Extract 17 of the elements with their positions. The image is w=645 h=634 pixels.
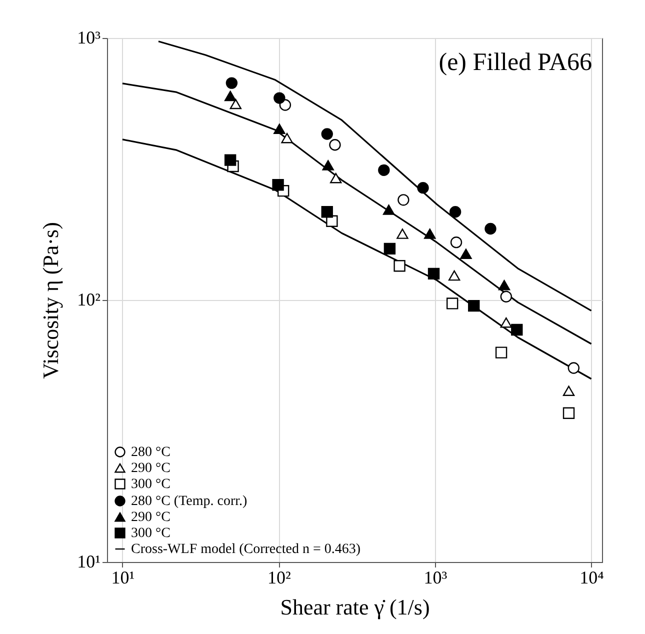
x-tick-label: 10¹ bbox=[111, 568, 135, 588]
y-tick-label: 10² bbox=[77, 290, 100, 310]
y-tick-label: 10¹ bbox=[77, 552, 100, 572]
legend-label: Cross-WLF model (Corrected n = 0.463) bbox=[131, 542, 361, 557]
annotation: (e) Filled PA66 bbox=[438, 49, 592, 76]
y-axis-title: Viscosity η (Pa·s) bbox=[38, 222, 64, 379]
x-axis-title: Shear rate γ̇ (1/s) bbox=[280, 594, 430, 620]
y-tick-label: 10³ bbox=[77, 28, 102, 48]
x-tick-label: 10³ bbox=[424, 568, 448, 588]
legend-label: 300 °C bbox=[131, 477, 170, 492]
legend-label: 300 °C bbox=[131, 526, 170, 541]
x-tick-label: 10² bbox=[268, 568, 291, 588]
legend-label: 290 °C bbox=[131, 461, 170, 476]
x-tick-label: 10⁴ bbox=[580, 568, 604, 588]
legend-label: 290 °C bbox=[131, 510, 170, 525]
legend-label: 280 °C bbox=[131, 445, 170, 460]
legend-label: 280 °C (Temp. corr.) bbox=[131, 494, 248, 509]
